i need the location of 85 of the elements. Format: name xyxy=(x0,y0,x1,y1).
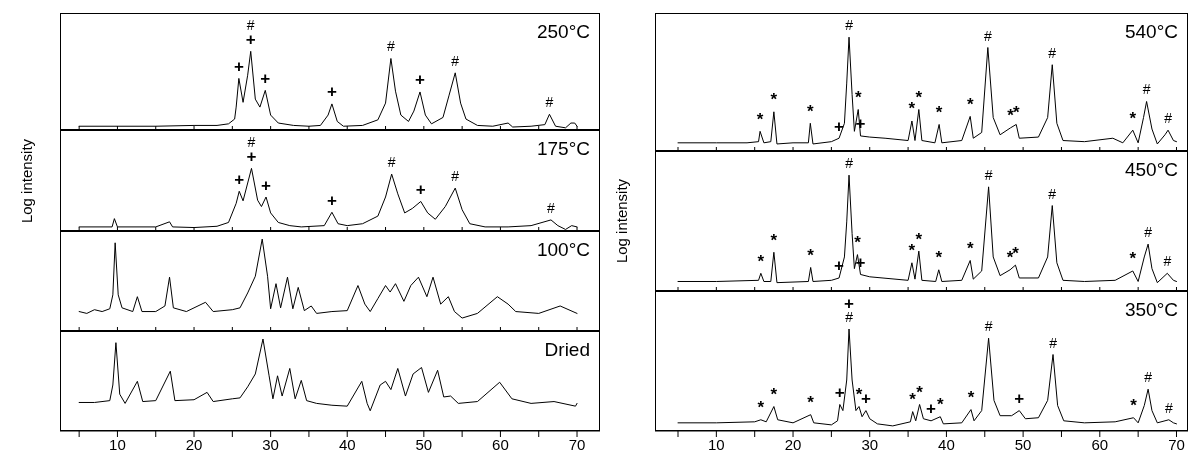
annotation: # xyxy=(545,94,554,111)
x-tick-label: 10 xyxy=(708,435,725,453)
chart-title: Dried xyxy=(544,339,590,361)
annotation: * xyxy=(916,382,924,402)
annotation: * xyxy=(1129,108,1137,128)
y-axis-title: Log intensity xyxy=(17,138,35,223)
x-tick-label: 50 xyxy=(415,435,433,453)
x-tick-label: 40 xyxy=(938,435,955,453)
annotation: + xyxy=(415,70,426,90)
x-tick-label: 30 xyxy=(861,435,879,453)
annotation: + xyxy=(261,175,272,195)
annotation: * xyxy=(757,251,765,271)
annotation: # xyxy=(984,166,993,183)
annotation: # xyxy=(983,27,992,44)
annotation: * xyxy=(806,101,814,121)
annotation: * xyxy=(807,393,815,413)
annotation: + xyxy=(233,56,244,76)
annotation: * xyxy=(909,390,917,410)
annotation: * xyxy=(908,241,916,261)
annotation: * xyxy=(854,233,862,253)
annotation: + xyxy=(260,68,271,88)
annotation: * xyxy=(967,388,975,408)
annotation: + xyxy=(926,399,937,419)
annotation: # xyxy=(387,38,395,55)
annotation: # xyxy=(1048,185,1057,202)
x-tick-label: 60 xyxy=(1091,435,1109,453)
annotation: + xyxy=(234,169,245,189)
annotation: # xyxy=(1164,399,1173,416)
annotation: * xyxy=(770,230,778,250)
x-tick-label: 20 xyxy=(185,435,203,453)
annotation: # xyxy=(1049,334,1058,351)
y-axis-title: Log intensity xyxy=(612,178,630,264)
annotation: + xyxy=(1014,389,1025,409)
annotation: # xyxy=(984,318,993,335)
annotation: * xyxy=(966,238,974,258)
x-tick-label: 40 xyxy=(338,435,356,453)
annotation: * xyxy=(854,88,862,108)
chart-title: 250°C xyxy=(536,21,590,43)
annotation: * xyxy=(966,94,974,114)
annotation: * xyxy=(1012,102,1020,122)
chart-title: 450°C xyxy=(1124,159,1178,181)
annotation: # xyxy=(1144,224,1153,241)
annotation: * xyxy=(1129,249,1137,269)
annotation: # xyxy=(1142,81,1151,98)
x-tick-label: 30 xyxy=(262,435,279,453)
annotation: + xyxy=(326,190,337,210)
annotation: * xyxy=(915,229,923,249)
x-tick-label: 10 xyxy=(109,435,126,453)
annotation: # xyxy=(451,168,460,185)
annotation: * xyxy=(770,385,778,405)
annotation: # xyxy=(1048,44,1057,61)
x-tick-label: 60 xyxy=(492,435,509,453)
annotation: + xyxy=(834,382,845,402)
annotation: * xyxy=(1012,243,1020,263)
annotation: # xyxy=(1144,369,1153,386)
annotation: # xyxy=(547,199,556,216)
annotation: # xyxy=(451,52,460,69)
annotation: * xyxy=(757,398,765,418)
annotation: + xyxy=(855,252,866,272)
annotation: # xyxy=(845,17,854,34)
x-tick-label: 20 xyxy=(784,435,802,453)
annotation: + xyxy=(834,256,845,276)
annotation: # xyxy=(387,154,396,171)
annotation: * xyxy=(935,248,943,268)
annotation: * xyxy=(935,102,943,122)
annotation: * xyxy=(908,99,916,119)
chart-title: 540°C xyxy=(1124,21,1178,43)
annotation: # xyxy=(845,155,854,172)
annotation: * xyxy=(1130,396,1138,416)
x-tick-label: 50 xyxy=(1014,435,1032,453)
x-tick-label: 70 xyxy=(568,435,586,453)
chart-title: 350°C xyxy=(1124,299,1178,321)
annotation: * xyxy=(936,395,944,415)
annotation: + xyxy=(834,116,845,136)
x-tick-label: 70 xyxy=(1168,435,1185,453)
annotation: * xyxy=(915,88,923,108)
annotation: # xyxy=(1164,110,1173,127)
annotation: * xyxy=(770,90,778,110)
annotation: + xyxy=(326,82,337,102)
annotation: * xyxy=(807,245,815,265)
annotation: * xyxy=(756,109,764,129)
chart-title: 175°C xyxy=(536,138,590,160)
annotation: + xyxy=(415,179,426,199)
annotation: # xyxy=(1163,253,1172,270)
chart-title: 100°C xyxy=(536,239,590,261)
